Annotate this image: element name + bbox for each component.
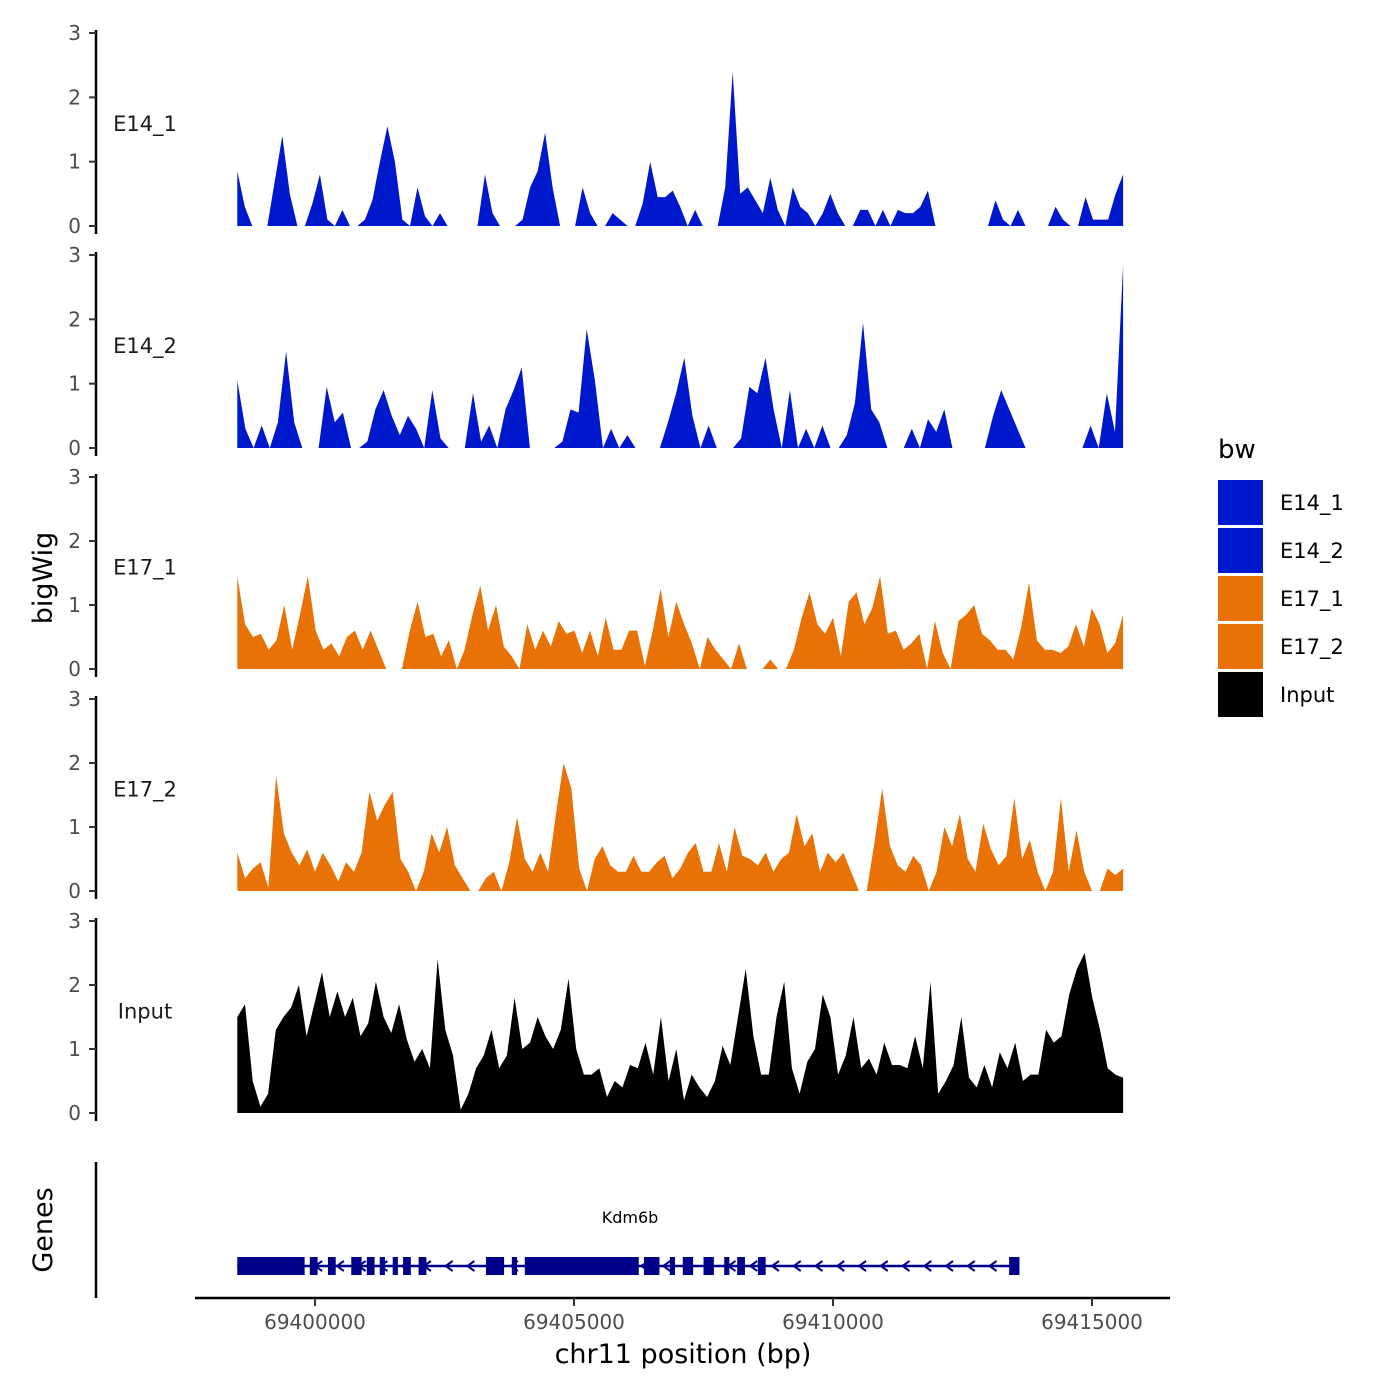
y-tick-label: 3 (68, 687, 81, 711)
gene-exon (237, 1257, 305, 1275)
y-tick-label: 2 (68, 973, 81, 997)
y-tick-label: 2 (68, 529, 81, 553)
y-tick-label: 3 (68, 465, 81, 489)
genes-panel: Genes Kdm6b (28, 1162, 1020, 1298)
gene-exon (418, 1257, 427, 1275)
strand-arrow (857, 1260, 867, 1272)
legend: bw E14_1 E14_2 E17_1 E17_2 Input (1218, 435, 1344, 717)
legend-label: E14_1 (1280, 491, 1344, 516)
y-tick-label: 0 (68, 657, 81, 681)
legend-label: E17_1 (1280, 587, 1344, 612)
track-label: E14_1 (113, 112, 177, 137)
legend-swatch (1218, 672, 1263, 717)
strand-arrow (335, 1260, 345, 1272)
signal-area-e14-1 (237, 71, 1124, 226)
signal-area-e17-2 (237, 763, 1124, 891)
strand-arrow (661, 1260, 671, 1272)
legend-swatch (1218, 480, 1263, 525)
gene-model-kdm6b (237, 1257, 1020, 1275)
gene-exon (757, 1257, 766, 1275)
y-tick-label: 2 (68, 751, 81, 775)
y-tick-label: 0 (68, 436, 81, 460)
x-axis-title: chr11 position (bp) (555, 1339, 812, 1370)
strand-arrow (987, 1260, 998, 1272)
x-tick-label: 69415000 (1041, 1310, 1143, 1334)
x-tick-label: 69400000 (264, 1310, 366, 1334)
gene-exon (485, 1257, 505, 1275)
track-label: E17_2 (113, 778, 177, 803)
gene-exon (669, 1257, 676, 1275)
y-tick-label: 2 (68, 307, 81, 331)
legend-swatch (1218, 576, 1263, 621)
y-tick-label: 0 (68, 1101, 81, 1125)
gene-exon (682, 1257, 694, 1275)
signal-tracks: 0 1 2 3 E14_1 0 1 2 3 E14_2 0 1 2 3 E17_1 0 1 2 3 E17_2 0 1 2 3… (68, 21, 1124, 1125)
gene-exon (379, 1257, 385, 1275)
gene-exon (309, 1257, 318, 1275)
legend-items: E14_1 E14_2 E17_1 E17_2 Input (1218, 480, 1344, 717)
y-tick-label: 2 (68, 85, 81, 109)
track-label: E17_1 (113, 556, 177, 581)
strand-arrow (922, 1260, 932, 1272)
gene-exon (1009, 1257, 1020, 1275)
legend-label: E14_2 (1280, 539, 1344, 564)
legend-swatch (1218, 528, 1263, 573)
strand-arrow (813, 1260, 824, 1272)
gene-exon (511, 1257, 518, 1275)
x-ticks: 69400000 69405000 69410000 69415000 (264, 1298, 1143, 1334)
gene-exon (724, 1257, 730, 1275)
gene-exon (403, 1257, 411, 1275)
strand-arrow (944, 1260, 954, 1272)
track-label: Input (118, 1000, 172, 1024)
genes-axis-title: Genes (28, 1187, 59, 1272)
y-tick-label: 1 (68, 1037, 81, 1061)
track-input: 0 1 2 3 Input (68, 909, 1124, 1125)
gene-exon (643, 1257, 660, 1275)
strand-arrow (443, 1260, 454, 1272)
y-tick-label: 3 (68, 243, 81, 267)
gene-label: Kdm6b (602, 1208, 659, 1227)
legend-title: bw (1218, 435, 1256, 465)
track-e14-1: 0 1 2 3 E14_1 (68, 21, 1124, 238)
y-tick-label: 3 (68, 909, 81, 933)
gene-exon (703, 1257, 714, 1275)
gene-exon (366, 1257, 375, 1275)
y-tick-label: 1 (68, 815, 81, 839)
y-tick-label: 1 (68, 593, 81, 617)
strand-arrow (748, 1260, 758, 1272)
legend-swatch (1218, 624, 1263, 669)
strand-arrow (835, 1260, 845, 1272)
track-e14-2: 0 1 2 3 E14_2 (68, 243, 1124, 460)
track-e17-2: 0 1 2 3 E17_2 (68, 687, 1124, 903)
strand-arrow (465, 1260, 475, 1272)
gene-exon (327, 1257, 336, 1275)
legend-label: E17_2 (1280, 635, 1344, 660)
y-tick-label: 1 (68, 372, 81, 396)
strand-arrow (966, 1260, 976, 1272)
y-axis-title: bigWig (28, 532, 59, 625)
strand-arrow (879, 1260, 889, 1272)
gene-exon (524, 1257, 639, 1275)
strand-arrow (900, 1260, 911, 1272)
strand-arrow (792, 1260, 802, 1272)
x-tick-label: 69405000 (523, 1310, 625, 1334)
x-tick-label: 69410000 (782, 1310, 884, 1334)
y-tick-label: 3 (68, 21, 81, 45)
legend-label: Input (1280, 683, 1334, 707)
track-label: E14_2 (113, 334, 177, 359)
y-tick-label: 0 (68, 214, 81, 238)
signal-area-input (237, 953, 1124, 1113)
signal-area-e17-1 (237, 576, 1124, 669)
track-e17-1: 0 1 2 3 E17_1 (68, 465, 1124, 681)
signal-area-e14-2 (237, 264, 1124, 448)
y-tick-label: 1 (68, 150, 81, 174)
gene-exon (351, 1257, 362, 1275)
y-tick-label: 0 (68, 879, 81, 903)
gene-exon (392, 1257, 398, 1275)
x-axis: 69400000 69405000 69410000 69415000 chr11 p… (195, 1296, 1170, 1370)
strand-arrow (770, 1260, 780, 1272)
gene-exon (737, 1257, 745, 1275)
